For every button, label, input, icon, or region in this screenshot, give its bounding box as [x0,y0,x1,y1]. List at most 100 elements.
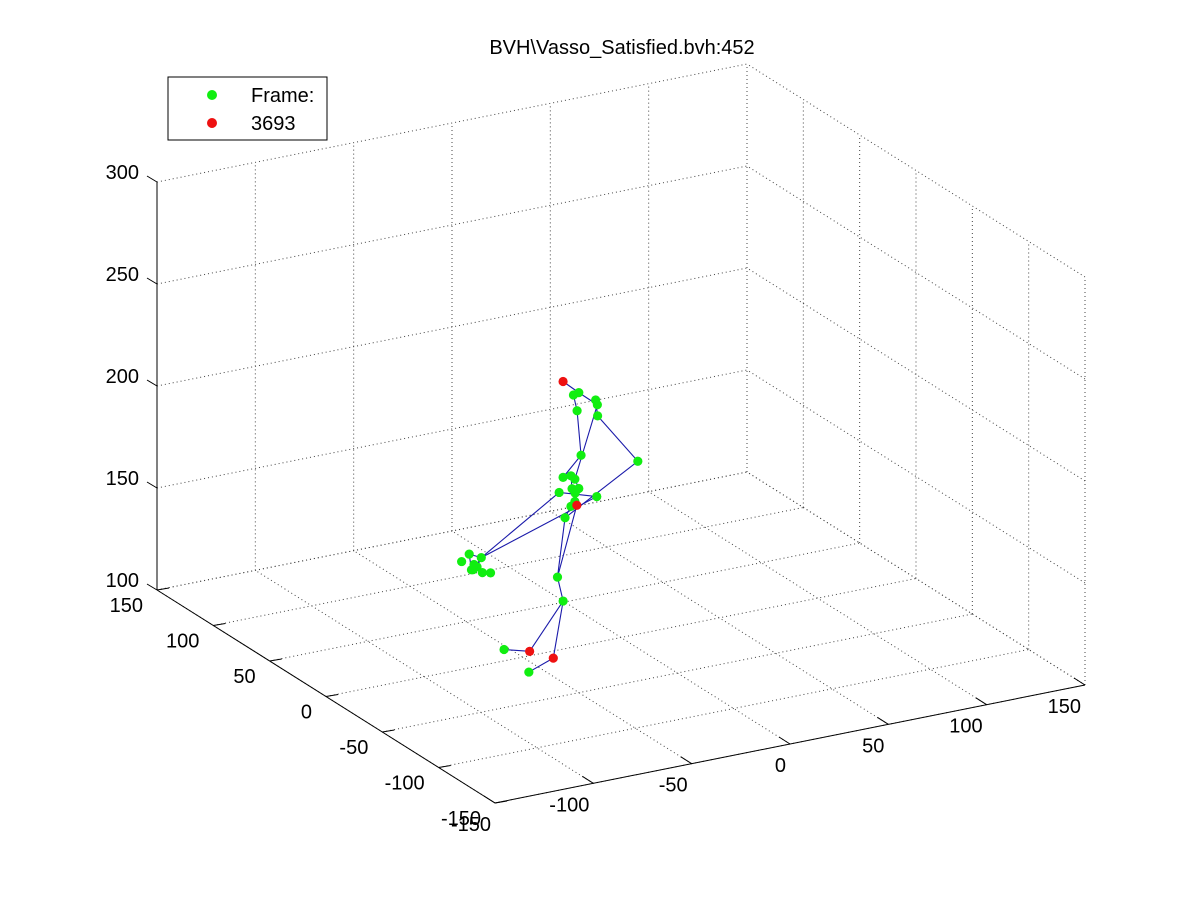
x-tick [1073,677,1086,686]
joint-point [566,471,576,481]
z-tick [146,481,158,489]
z-tick-label: 100 [106,570,139,592]
x-tick-label: 0 [775,755,786,777]
side-wall-grid-line [746,471,1086,686]
joint-point [477,568,488,578]
bones-layer [468,381,639,673]
end-effector-point [558,376,568,387]
z-tick-label: 300 [106,162,139,184]
skeleton-bone [556,517,566,578]
x-tick-label: -150 [451,814,491,836]
y-tick [438,765,451,768]
floor-grid-line [550,510,889,725]
y-tick [494,800,508,804]
end-effector-point [525,646,535,656]
z-tick [146,175,158,183]
legend-label-frame: Frame: [251,85,314,107]
legend-marker-3693 [207,118,217,128]
joint-point [591,395,601,405]
end-effector-point [548,653,558,663]
x-tick-label: 150 [1048,696,1081,718]
joint-point [485,568,496,578]
floor-grid-line [438,649,1029,768]
joint-point [572,406,582,416]
joint-point [592,491,602,502]
back-wall-grid-line [156,267,748,387]
x-tick-label: 50 [862,735,884,757]
side-wall-grid-line [746,63,1086,278]
side-wall-grid-line [746,267,1086,482]
grid-layer [156,63,1086,804]
y-tick-label: -50 [339,737,368,759]
joint-point [552,572,563,582]
floor-grid-line [648,491,987,706]
joint-point [554,487,564,498]
legend-label-3693: 3693 [251,113,296,135]
z-tick [146,277,158,285]
joint-point [499,644,509,655]
joint-point [576,450,586,460]
joint-point [558,596,568,606]
y-tick [325,694,339,697]
skeleton-bone [552,600,564,659]
axis-layer: -150 -100 -50 0 50 100 150 -150 -100 -50 0 50 100 150… [106,162,1086,836]
y-tick [269,658,282,662]
x-tick [483,795,496,804]
floor-grid-line [213,507,804,626]
y-tick-label: -150 [441,808,481,830]
y-tick [382,729,395,733]
side-wall-grid-line [746,165,1086,380]
joint-point [633,456,643,466]
x-tick [778,736,791,745]
skeleton-bone [562,454,582,478]
y-tick-label: 150 [110,595,143,617]
legend-box [167,76,328,141]
legend: Frame: 3693 [167,76,328,141]
joint-point [476,553,486,563]
floor-grid-line [325,578,917,697]
joint-point [560,513,570,523]
skeleton-bone [529,600,564,652]
x-tick-label: -50 [659,775,688,797]
joint-point [524,667,534,677]
x-tick [877,716,889,725]
joints-layer [457,376,643,677]
side-wall-grid-line [746,369,1086,584]
back-wall-grid-line [156,165,748,285]
back-wall-grid-line [156,471,748,591]
joint-point [464,549,474,559]
x-tick-label: 100 [949,716,982,738]
y-tick-label: 100 [166,631,199,653]
z-tick-label: 200 [106,366,139,388]
y-tick [213,623,226,626]
joint-point [593,411,603,421]
z-tick-label: 150 [106,468,139,490]
skeleton-bone [480,492,560,559]
x-tick [680,756,692,765]
joint-point [457,556,467,567]
skeleton-bone [576,410,582,456]
chart-title: BVH\Vasso_Satisfied.bvh:452 [489,37,754,59]
y-tick-label: 50 [233,666,255,688]
skeleton-bone [556,505,578,578]
x-tick-label: -100 [549,794,589,816]
z-tick-label: 250 [106,264,139,286]
end-effector-point [572,500,582,510]
back-wall-grid-line [156,63,748,183]
joint-point [570,488,580,498]
x-tick [975,697,987,706]
z-tick [146,583,158,591]
y-tick-label: -100 [385,773,425,795]
floor-grid-line [382,613,973,733]
x-tick [582,775,594,784]
joint-point [558,472,568,482]
skeleton-bone [528,657,554,673]
joint-point [568,390,579,400]
y-tick-label: 0 [301,702,312,724]
joint-point [469,559,479,570]
z-tick [146,379,158,387]
skeleton-bone [597,415,639,462]
back-wall-grid-line [156,369,748,489]
y-tick [156,587,170,591]
